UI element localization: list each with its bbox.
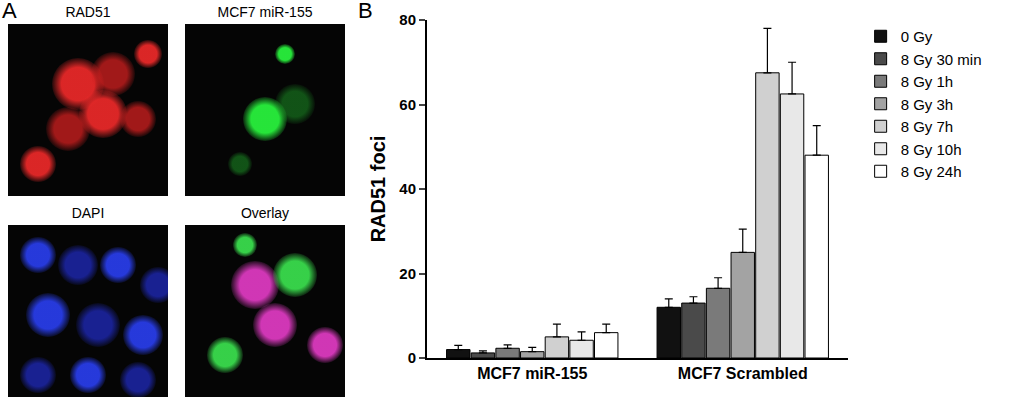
svg-text:8 Gy 10h: 8 Gy 10h	[901, 141, 962, 158]
svg-text:8 Gy 7h: 8 Gy 7h	[901, 118, 954, 135]
html-text:DAPI: DAPI	[71, 205, 105, 221]
svg-text:40: 40	[399, 180, 416, 197]
svg-text:0 Gy: 0 Gy	[901, 28, 933, 45]
svg-text:20: 20	[399, 265, 416, 282]
svg-text:MCF7 miR-155: MCF7 miR-155	[477, 365, 587, 382]
html-text:MCF7 miR-155: MCF7 miR-155	[217, 4, 313, 20]
svg-text:8 Gy 24h: 8 Gy 24h	[901, 163, 962, 180]
svg-text:0: 0	[408, 349, 416, 366]
svg-text:80: 80	[399, 11, 416, 28]
svg-text:60: 60	[399, 96, 416, 113]
html-text:RAD51: RAD51	[65, 4, 111, 20]
svg-text:8 Gy 30 min: 8 Gy 30 min	[901, 51, 982, 68]
svg-text:RAD51 foci: RAD51 foci	[367, 136, 389, 243]
svg-text:8 Gy 3h: 8 Gy 3h	[901, 96, 954, 113]
svg-text:8 Gy 1h: 8 Gy 1h	[901, 73, 954, 90]
html-text:Overlay: Overlay	[240, 205, 290, 221]
svg-text:MCF7 Scrambled: MCF7 Scrambled	[678, 365, 808, 382]
